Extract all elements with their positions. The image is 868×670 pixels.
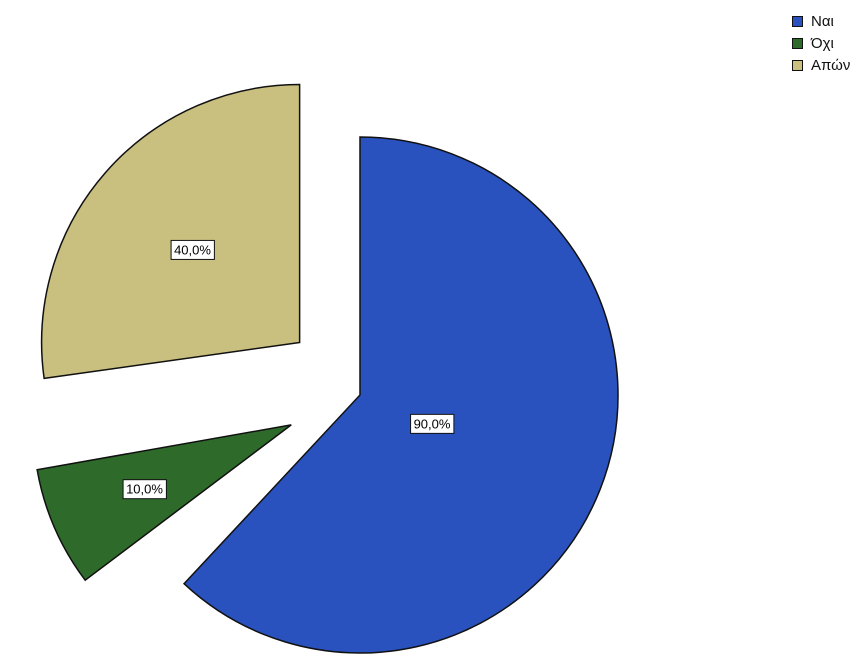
legend-label-ochi: Όχι xyxy=(811,34,834,52)
pie-slice-nai xyxy=(182,136,619,654)
data-label-box-nai xyxy=(410,413,455,434)
legend-swatch-ochi xyxy=(792,37,803,49)
legend-label-apon: Απών xyxy=(811,56,851,74)
data-label-box-ochi xyxy=(122,479,167,500)
data-label-ochi: 10,0% xyxy=(122,479,167,500)
legend: Ναι Όχι Απών xyxy=(792,10,850,76)
data-label-box-apon xyxy=(170,239,215,260)
data-label-text-nai: 90,0% xyxy=(414,416,451,431)
data-label-apon: 40,0% xyxy=(170,239,215,260)
data-label-text-apon: 40,0% xyxy=(174,242,211,257)
legend-swatch-apon xyxy=(792,59,803,71)
pie-slice-apon xyxy=(40,83,301,380)
legend-label-nai: Ναι xyxy=(811,12,834,30)
pie-slice-ochi xyxy=(36,424,292,582)
legend-item-ochi: Όχι xyxy=(792,32,850,54)
data-label-text-ochi: 10,0% xyxy=(126,482,163,497)
legend-swatch-nai xyxy=(792,15,803,27)
data-label-nai: 90,0% xyxy=(410,413,455,434)
legend-item-apon: Απών xyxy=(792,54,850,76)
legend-item-nai: Ναι xyxy=(792,10,850,32)
